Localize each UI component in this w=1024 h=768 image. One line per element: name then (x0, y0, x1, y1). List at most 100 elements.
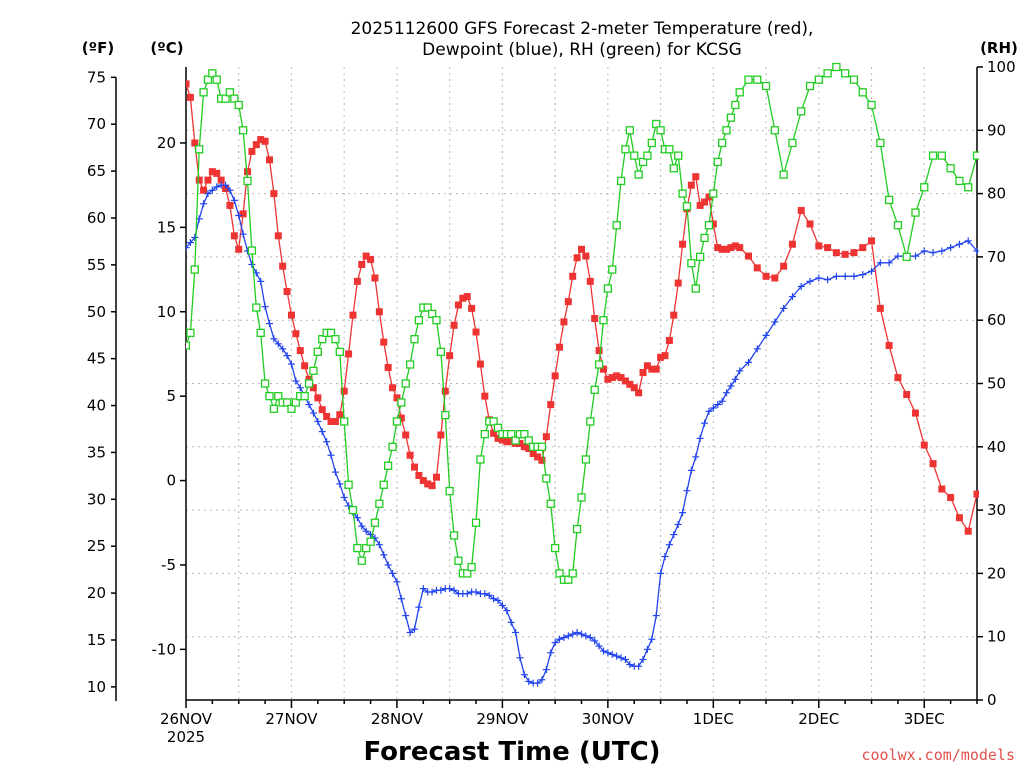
fahrenheit-tick-label: 25 (87, 537, 106, 555)
dewpoint-marker (191, 233, 199, 241)
temperature-marker (371, 274, 379, 282)
dewpoint-marker (692, 453, 700, 461)
temperature-marker (788, 240, 796, 248)
dewpoint-marker (911, 252, 919, 260)
temperature-marker (815, 242, 823, 250)
x-tick-label: 27NOV (265, 710, 318, 728)
dewpoint-marker (327, 451, 335, 459)
temperature-marker (402, 431, 410, 439)
dewpoint-marker (498, 601, 506, 609)
rh-marker (208, 69, 217, 78)
temperature-marker (551, 372, 559, 380)
temperature-marker (301, 362, 309, 370)
rh-marker (687, 259, 696, 268)
fahrenheit-tick-label: 35 (87, 443, 106, 461)
dewpoint-marker (270, 335, 278, 343)
rh-marker (550, 543, 560, 553)
temperature-marker (657, 353, 665, 361)
rh-marker (709, 189, 718, 198)
rh-marker (564, 575, 573, 584)
temperature-marker (547, 401, 555, 409)
rh-marker (779, 170, 788, 179)
dewpoint-marker (323, 438, 331, 446)
dewpoint-marker (375, 541, 383, 549)
celsius-tick-label: 0 (166, 472, 176, 490)
rh-marker (700, 233, 709, 243)
rh-marker (423, 303, 432, 312)
rh-marker (427, 309, 437, 319)
fahrenheit-tick-label: 40 (87, 397, 106, 415)
dewpoint-marker (973, 247, 979, 255)
x-tick-label: 28NOV (371, 710, 424, 728)
rh-marker (199, 88, 208, 97)
rh-marker (326, 328, 336, 338)
dewpoint-marker (771, 318, 779, 326)
rh-tick-label: 20 (987, 564, 1006, 582)
temperature-marker (397, 414, 405, 422)
temperature-marker (894, 374, 902, 382)
temperature-marker (406, 451, 414, 459)
dewpoint-marker (222, 181, 230, 189)
dewpoint-marker (362, 527, 370, 535)
celsius-tick-label: 20 (157, 134, 176, 152)
temperature-marker (261, 137, 269, 145)
temperature-marker (929, 460, 937, 468)
dewpoint-marker (463, 590, 471, 598)
rh-marker (858, 88, 867, 97)
temperature-marker (731, 242, 739, 250)
rh-marker (797, 107, 806, 116)
rh-tick-label: 60 (987, 311, 1006, 329)
rh-marker (234, 100, 243, 110)
dewpoint-marker (613, 652, 621, 660)
dewpoint-marker (340, 493, 348, 501)
fahrenheit-axis-label: (ºF) (82, 39, 114, 57)
temperature-marker (955, 514, 963, 522)
dewpoint-marker (305, 401, 313, 409)
dewpoint-marker (419, 585, 427, 593)
dewpoint-marker (709, 404, 717, 412)
temperature-marker (239, 210, 247, 218)
temperature-marker (613, 372, 621, 380)
fahrenheit-tick-label: 60 (87, 209, 106, 227)
temperature-marker (643, 362, 651, 370)
dewpoint-marker (657, 569, 665, 577)
dewpoint-marker (569, 630, 577, 638)
dewpoint-marker (736, 367, 744, 375)
dewpoint-marker (274, 340, 282, 348)
dewpoint-marker (806, 277, 814, 285)
temperature-marker (692, 173, 700, 181)
rh-marker (832, 62, 841, 72)
rh-marker (476, 455, 485, 464)
dewpoint-marker (753, 345, 761, 353)
x-tick-sublabel: 2025 (167, 728, 205, 746)
rh-marker (581, 455, 591, 464)
rh-marker (441, 410, 450, 420)
rh-marker (761, 81, 771, 91)
rh-marker (722, 126, 731, 135)
dewpoint-marker (604, 649, 612, 657)
temperature-marker (441, 387, 449, 395)
temperature-marker (437, 431, 445, 439)
temperature-marker (723, 245, 731, 253)
temperature-marker (358, 260, 366, 268)
temperature-marker (599, 365, 607, 373)
dewpoint-marker (648, 635, 656, 643)
dewpoint-marker (929, 249, 937, 257)
temperature-marker (859, 244, 867, 252)
temperature-marker (463, 293, 471, 301)
rh-marker (401, 379, 410, 388)
dewpoint-series (186, 181, 979, 687)
rh-marker (414, 316, 424, 325)
dewpoint-marker (780, 304, 788, 312)
rh-marker (849, 75, 859, 84)
dewpoint-marker (213, 183, 221, 191)
dewpoint-marker (868, 267, 876, 275)
temperature-marker (191, 139, 199, 147)
rh-marker (375, 499, 384, 508)
temperature-marker (349, 311, 357, 319)
dewpoint-marker (582, 632, 590, 640)
rh-marker (665, 145, 674, 154)
dewpoint-marker (235, 212, 243, 220)
temperature-marker (217, 176, 225, 184)
rh-marker (335, 347, 344, 357)
